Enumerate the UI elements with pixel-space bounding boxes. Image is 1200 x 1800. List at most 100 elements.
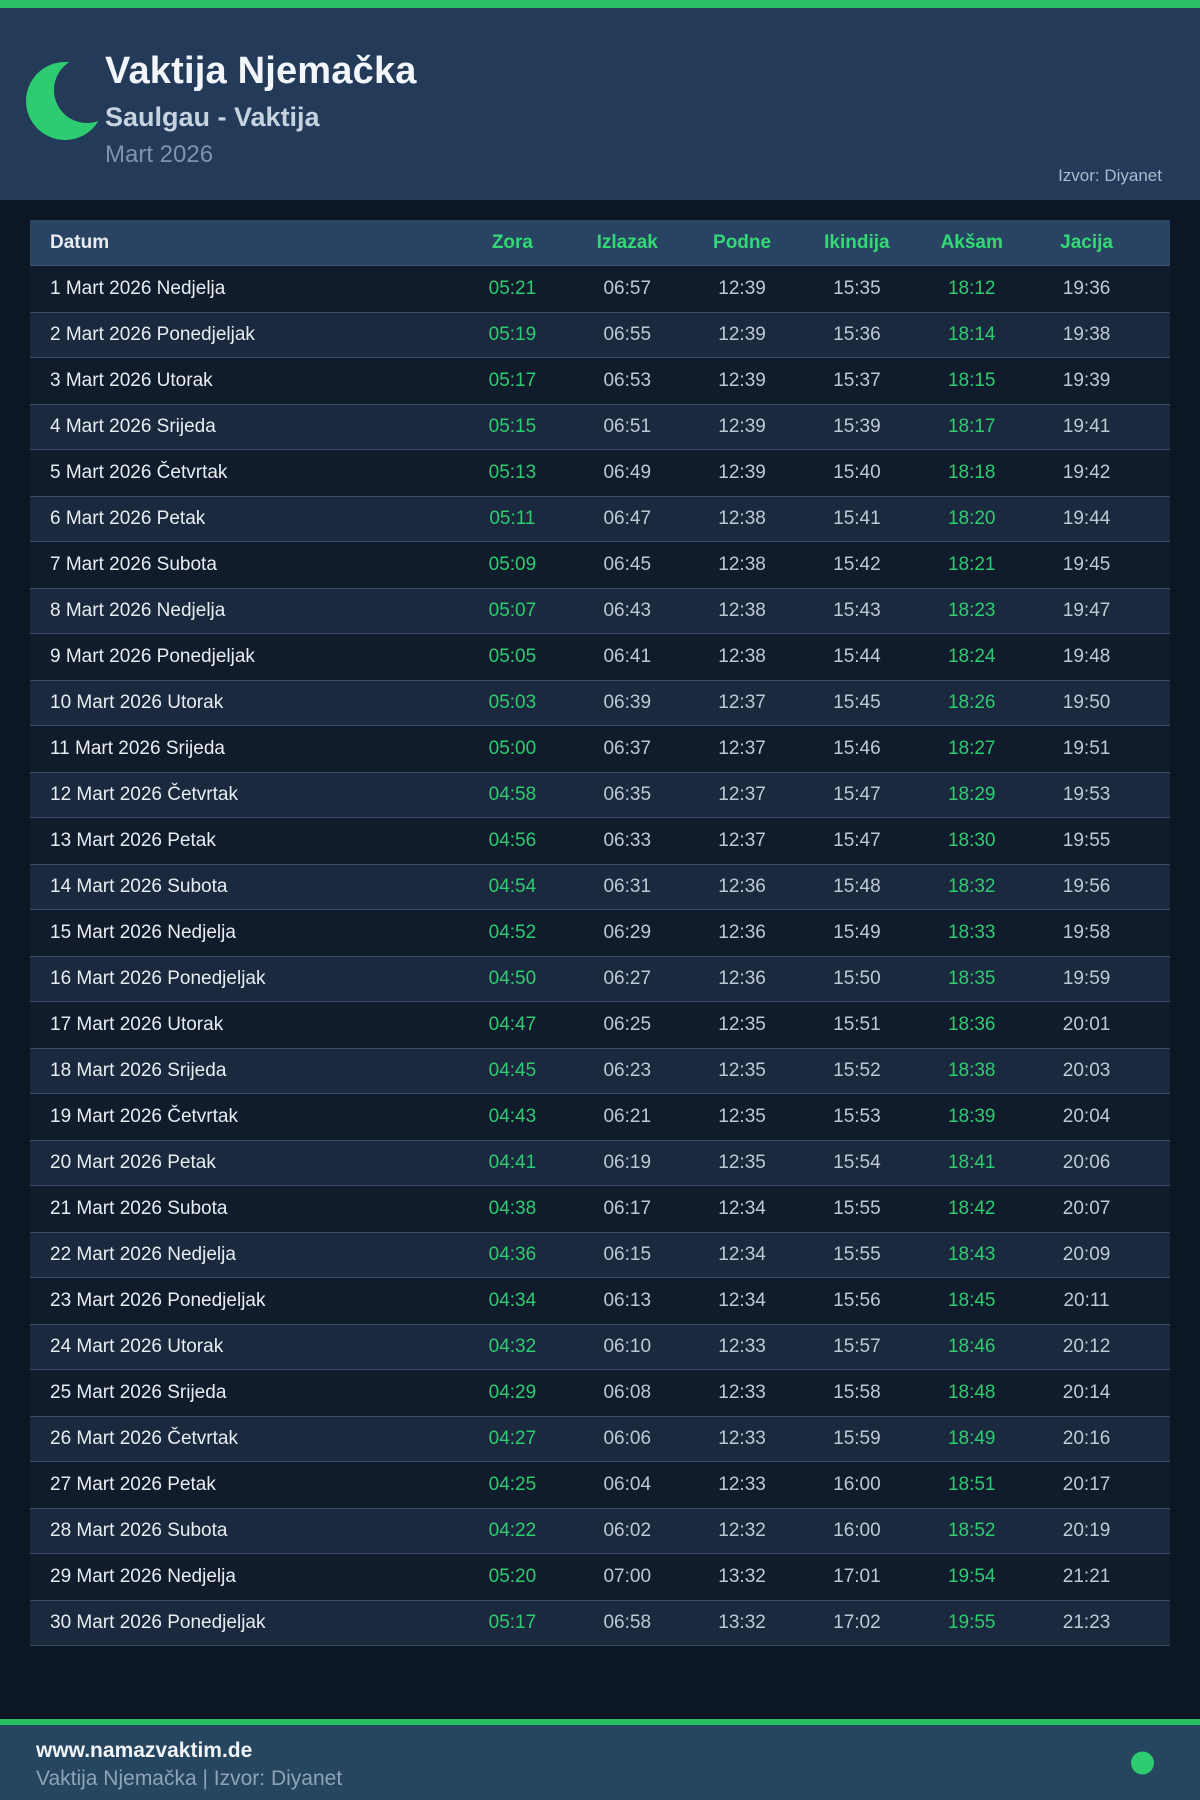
cell-zora: 05:21: [488, 278, 537, 299]
column-header-zora: Zora: [491, 231, 533, 253]
cell-jacija: 20:09: [1062, 1244, 1111, 1265]
cell-izlazak: 06:08: [603, 1382, 652, 1403]
cell-podne: 12:34: [718, 1244, 766, 1265]
page-title: Vaktija Njemačka: [105, 50, 417, 92]
cell-jacija: 21:21: [1062, 1566, 1111, 1587]
cell-aksam: 18:39: [947, 1106, 996, 1127]
cell-aksam: 18:30: [947, 830, 996, 851]
cell-zora: 05:17: [488, 370, 537, 391]
cell-aksam: 18:24: [947, 646, 996, 667]
cell-datum: 17 Mart 2026 Utorak: [50, 1014, 224, 1035]
cell-podne: 12:33: [718, 1382, 766, 1403]
table-row: 15 Mart 2026 Nedjelja 04:52 06:29 12:36 15:4…: [30, 910, 1170, 956]
cell-ikindija: 15:56: [833, 1290, 881, 1311]
cell-zora: 05:19: [488, 324, 537, 345]
table-row: 25 Mart 2026 Srijeda 04:29 06:08 12:33 15:58…: [30, 1370, 1170, 1416]
cell-podne: 12:39: [718, 278, 766, 299]
cell-datum: 8 Mart 2026 Nedjelja: [50, 600, 226, 621]
cell-datum: 20 Mart 2026 Petak: [50, 1152, 216, 1173]
cell-zora: 04:36: [488, 1244, 537, 1265]
cell-datum: 27 Mart 2026 Petak: [50, 1474, 216, 1495]
cell-zora: 04:25: [488, 1474, 537, 1495]
cell-aksam: 18:51: [947, 1474, 996, 1495]
cell-jacija: 19:41: [1062, 416, 1111, 437]
cell-aksam: 18:17: [947, 416, 996, 437]
cell-podne: 12:39: [718, 370, 766, 391]
cell-zora: 05:11: [489, 508, 536, 529]
cell-podne: 12:36: [718, 968, 766, 989]
table-row: 28 Mart 2026 Subota 04:22 06:02 12:32 16:00 1…: [30, 1508, 1170, 1554]
cell-ikindija: 15:47: [833, 784, 881, 805]
cell-aksam: 18:26: [947, 692, 996, 713]
cell-datum: 22 Mart 2026 Nedjelja: [50, 1244, 236, 1265]
cell-aksam: 18:43: [947, 1244, 996, 1265]
source-label: Izvor: Diyanet: [1058, 166, 1162, 185]
table-row: 29 Mart 2026 Nedjelja 05:20 07:00 13:32 17:0…: [30, 1554, 1170, 1600]
cell-jacija: 19:53: [1062, 784, 1111, 805]
table-header-row: Datum Zora Izlazak Podne Ikindija Akšam Jacija: [30, 220, 1170, 266]
main-content: Datum Zora Izlazak Podne Ikindija Akšam Jacija…: [0, 200, 1200, 1719]
footer-accent-line: [0, 1719, 1200, 1725]
cell-datum: 24 Mart 2026 Utorak: [50, 1336, 224, 1357]
table-row: 12 Mart 2026 Četvrtak 04:58 06:35 12:37 15:4…: [30, 772, 1170, 818]
website-link[interactable]: www.namazvaktim.de: [36, 1739, 253, 1762]
table-row: 11 Mart 2026 Srijeda 05:00 06:37 12:37 15:46…: [30, 726, 1170, 772]
cell-ikindija: 15:46: [833, 738, 881, 759]
cell-izlazak: 06:04: [603, 1474, 652, 1495]
cell-datum: 13 Mart 2026 Petak: [50, 830, 216, 851]
cell-ikindija: 16:00: [833, 1474, 881, 1495]
cell-podne: 12:33: [718, 1428, 766, 1449]
cell-zora: 04:47: [488, 1014, 537, 1035]
cell-ikindija: 15:41: [833, 508, 881, 529]
cell-zora: 04:45: [488, 1060, 537, 1081]
cell-aksam: 18:38: [947, 1060, 996, 1081]
cell-podne: 12:36: [718, 876, 766, 897]
table-row: 17 Mart 2026 Utorak 04:47 06:25 12:35 15:51 1…: [30, 1002, 1170, 1048]
cell-aksam: 18:14: [947, 324, 996, 345]
cell-jacija: 20:19: [1062, 1520, 1111, 1541]
cell-datum: 1 Mart 2026 Nedjelja: [50, 278, 226, 299]
table-row: 14 Mart 2026 Subota 04:54 06:31 12:36 15:48 1…: [30, 864, 1170, 910]
cell-ikindija: 15:58: [833, 1382, 881, 1403]
table-row: 1 Mart 2026 Nedjelja 05:21 06:57 12:39 15:35…: [30, 266, 1170, 312]
cell-zora: 04:34: [488, 1290, 537, 1311]
cell-zora: 05:03: [488, 692, 537, 713]
cell-jacija: 19:45: [1062, 554, 1111, 575]
cell-jacija: 19:38: [1062, 324, 1111, 345]
cell-podne: 12:35: [718, 1152, 766, 1173]
table-row: 3 Mart 2026 Utorak 05:17 06:53 12:39 15:37 18…: [30, 358, 1170, 404]
cell-ikindija: 15:44: [833, 646, 881, 667]
cell-datum: 21 Mart 2026 Subota: [50, 1198, 228, 1219]
cell-podne: 13:32: [718, 1566, 766, 1587]
month-label: Mart 2026: [105, 141, 214, 168]
cell-izlazak: 06:17: [603, 1198, 652, 1219]
cell-izlazak: 06:02: [603, 1520, 652, 1541]
cell-datum: 23 Mart 2026 Ponedjeljak: [50, 1290, 266, 1311]
cell-jacija: 20:07: [1062, 1198, 1111, 1219]
cell-jacija: 19:47: [1062, 600, 1111, 621]
cell-aksam: 19:54: [947, 1566, 996, 1587]
top-accent-stripe: [0, 0, 1200, 8]
cell-izlazak: 06:19: [603, 1152, 652, 1173]
cell-datum: 11 Mart 2026 Srijeda: [50, 738, 225, 759]
cell-ikindija: 15:40: [833, 462, 881, 483]
cell-zora: 05:05: [488, 646, 537, 667]
cell-zora: 04:38: [488, 1198, 537, 1219]
cell-datum: 14 Mart 2026 Subota: [50, 876, 228, 897]
cell-datum: 4 Mart 2026 Srijeda: [50, 416, 216, 437]
cell-ikindija: 15:59: [833, 1428, 881, 1449]
table-row: 18 Mart 2026 Srijeda 04:45 06:23 12:35 15:52…: [30, 1048, 1170, 1094]
cell-datum: 16 Mart 2026 Ponedjeljak: [50, 968, 266, 989]
cell-izlazak: 06:29: [603, 922, 652, 943]
cell-izlazak: 06:55: [603, 324, 652, 345]
cell-datum: 3 Mart 2026 Utorak: [50, 370, 213, 391]
cell-zora: 04:52: [488, 922, 537, 943]
cell-datum: 25 Mart 2026 Srijeda: [50, 1382, 227, 1403]
cell-datum: 26 Mart 2026 Četvrtak: [50, 1428, 238, 1449]
cell-jacija: 19:39: [1062, 370, 1111, 391]
cell-zora: 04:43: [488, 1106, 537, 1127]
footer-tagline: Vaktija Njemačka | Izvor: Diyanet: [36, 1767, 343, 1790]
table-row: 8 Mart 2026 Nedjelja 05:07 06:43 12:38 15:43…: [30, 588, 1170, 634]
cell-izlazak: 06:43: [603, 600, 652, 621]
cell-jacija: 20:04: [1062, 1106, 1111, 1127]
